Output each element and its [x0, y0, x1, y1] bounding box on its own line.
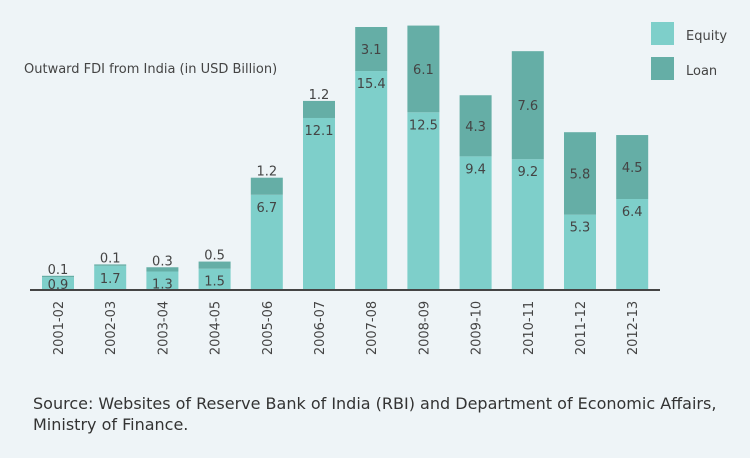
x-tick-label: 2012-13	[626, 301, 641, 355]
equity-bar	[355, 71, 388, 290]
loan-data-label: 1.2	[256, 165, 277, 180]
equity-data-label: 5.3	[570, 221, 591, 236]
equity-bar	[564, 214, 596, 290]
loan-data-label: 4.3	[465, 120, 486, 135]
x-tick-label: 2011-12	[574, 301, 589, 355]
loan-data-label: 0.5	[204, 249, 225, 264]
stacked-bar-chart: Outward FDI from India (in USD Billion) 0…	[24, 22, 727, 355]
x-tick-label: 2009-10	[470, 301, 485, 355]
loan-data-label: 0.3	[152, 254, 173, 269]
equity-data-label: 15.4	[357, 77, 386, 92]
loan-data-label: 0.1	[100, 251, 121, 266]
loan-bar	[198, 261, 231, 269]
x-tick-label: 2002-03	[104, 301, 119, 355]
chart-title: Outward FDI from India (in USD Billion)	[24, 62, 277, 77]
equity-bar	[459, 156, 492, 290]
loan-bar	[355, 27, 388, 72]
loan-bar	[146, 267, 179, 272]
loan-bar	[616, 135, 649, 200]
loan-bar	[511, 51, 544, 160]
equity-data-label: 9.2	[517, 165, 538, 180]
equity-data-label: 1.5	[204, 275, 225, 290]
loan-bar	[94, 264, 127, 266]
loan-data-label: 0.1	[48, 263, 69, 278]
loan-bar	[42, 275, 74, 278]
loan-bar	[407, 25, 440, 113]
legend-swatch-equity	[651, 22, 674, 45]
equity-data-label: 6.4	[622, 205, 643, 220]
equity-data-label: 1.3	[152, 278, 173, 293]
loan-bar	[564, 132, 596, 215]
x-tick-label: 2010-11	[522, 301, 537, 355]
loan-data-label: 3.1	[361, 43, 382, 58]
equity-data-label: 1.7	[100, 272, 121, 287]
equity-bar	[407, 112, 440, 290]
loan-bar	[459, 95, 492, 157]
equity-bar	[198, 268, 231, 290]
x-tick-label: 2004-05	[209, 301, 224, 355]
x-tick-label: 2006-07	[313, 301, 328, 355]
loan-data-label: 7.6	[517, 99, 538, 114]
x-tick-label: 2005-06	[261, 301, 276, 355]
source-note: Source: Websites of Reserve Bank of Indi…	[33, 394, 717, 434]
equity-bar	[511, 159, 544, 290]
x-tick-label: 2003-04	[156, 301, 171, 355]
loan-data-label: 5.8	[570, 167, 591, 182]
legend-swatch-loan	[651, 57, 674, 80]
equity-data-label: 9.4	[465, 162, 486, 177]
equity-data-label: 6.7	[256, 201, 277, 216]
equity-data-label: 12.5	[409, 118, 438, 133]
x-tick-label: 2007-08	[365, 301, 380, 355]
loan-data-label: 4.5	[622, 161, 643, 176]
equity-bar	[250, 194, 283, 290]
equity-bar	[42, 277, 74, 290]
legend-label-loan: Loan	[686, 64, 717, 79]
loan-bar	[250, 177, 283, 195]
loan-data-label: 1.2	[309, 88, 330, 103]
equity-bar	[146, 271, 179, 290]
x-tick-label: 2008-09	[417, 301, 432, 355]
x-tick-label: 2001-02	[52, 301, 67, 355]
equity-data-label: 12.1	[305, 124, 334, 139]
loan-bar	[303, 100, 335, 118]
equity-bar	[94, 265, 127, 290]
loan-data-label: 6.1	[413, 63, 434, 78]
legend-label-equity: Equity	[686, 29, 727, 44]
equity-bar	[303, 117, 335, 290]
equity-bar	[616, 199, 649, 290]
